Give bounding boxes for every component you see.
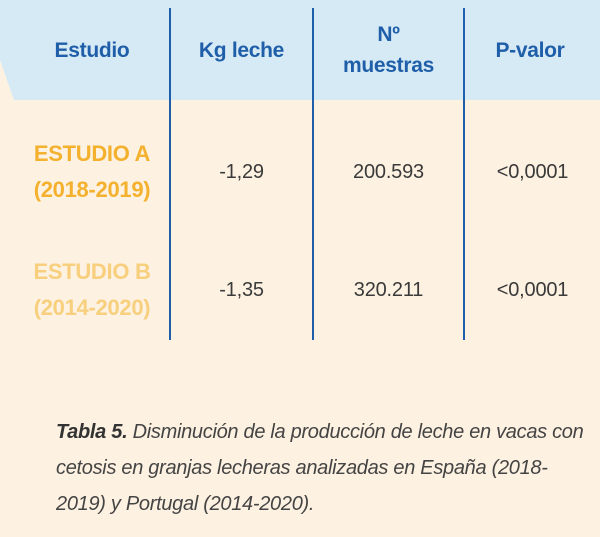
header-kg-leche: Kg leche (198, 38, 285, 62)
column-divider (312, 8, 314, 340)
column-divider (169, 8, 171, 340)
header-p-valor: P-valor (495, 38, 565, 62)
caption-lead: Tabla 5. (56, 421, 128, 443)
row-a-estudio: ESTUDIO A (2018-2019) (33, 141, 151, 202)
row-a-n-muestras: 200.593 (353, 160, 424, 183)
table-caption: Tabla 5. Disminución de la producción de… (56, 414, 586, 522)
row-b-kg-leche: -1,35 (219, 278, 264, 301)
header-estudio: Estudio (54, 38, 130, 62)
table-header-band (0, 0, 600, 100)
row-b-p-valor: <0,0001 (496, 278, 569, 301)
caption-text: Disminución de la producción de leche en… (56, 421, 584, 515)
row-a-p-valor: <0,0001 (496, 160, 569, 183)
row-b-n-muestras: 320.211 (353, 278, 424, 301)
row-b-estudio: ESTUDIO B (2014-2020) (33, 259, 151, 320)
header-n-muestras: Nº muestras (343, 23, 434, 77)
row-a-kg-leche: -1,29 (219, 160, 264, 183)
column-divider (463, 8, 465, 340)
